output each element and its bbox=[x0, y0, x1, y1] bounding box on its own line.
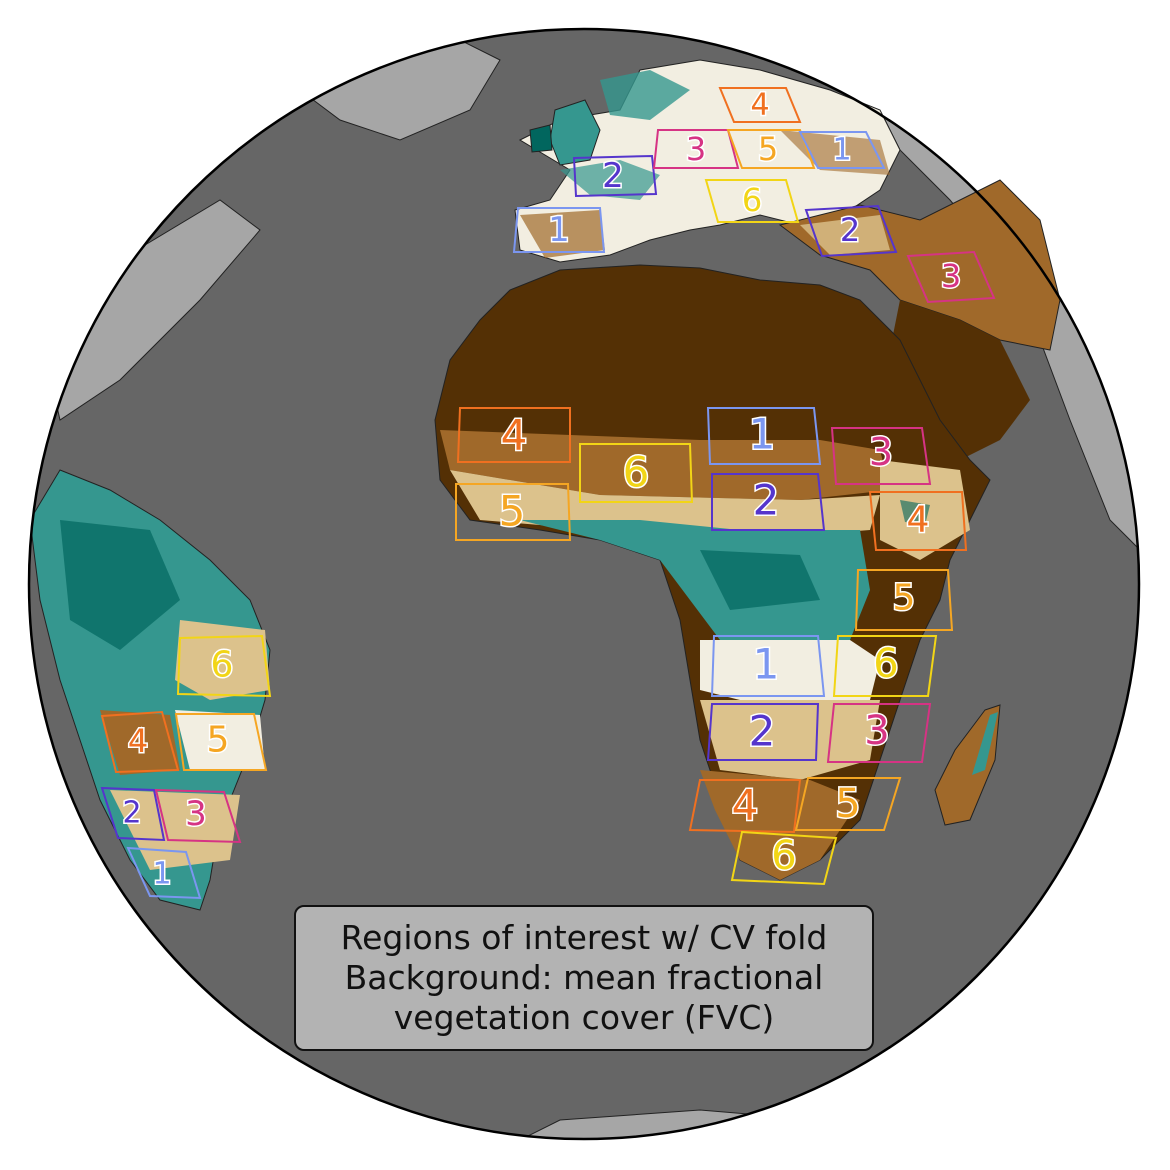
region-label: 4 bbox=[732, 781, 759, 830]
region-box: 1 bbox=[512, 207, 606, 253]
region-label: 6 bbox=[873, 641, 898, 687]
region-box: 4 bbox=[456, 407, 571, 463]
region-box: 2 bbox=[804, 204, 898, 258]
region-label: 1 bbox=[749, 410, 776, 459]
region-box: 3 bbox=[830, 427, 932, 485]
region-box: 3 bbox=[652, 129, 740, 170]
madagascar-vegetation bbox=[972, 712, 998, 775]
region-label: 5 bbox=[758, 130, 778, 168]
region-box: 1 bbox=[798, 131, 886, 169]
region-label: 3 bbox=[185, 794, 207, 834]
region-box: 6 bbox=[176, 634, 272, 698]
region-box: 6 bbox=[832, 635, 938, 697]
region-box: 6 bbox=[730, 830, 838, 886]
region-label: 5 bbox=[499, 487, 526, 536]
region-label: 3 bbox=[869, 430, 893, 474]
region-label: 5 bbox=[893, 578, 916, 619]
region-box: 4 bbox=[688, 779, 802, 834]
region-box: 2 bbox=[572, 155, 658, 198]
region-label: 4 bbox=[750, 88, 769, 123]
region-label: 3 bbox=[864, 708, 889, 754]
region-label: 6 bbox=[771, 833, 796, 879]
region-label: 6 bbox=[211, 645, 234, 686]
region-box: 6 bbox=[579, 443, 694, 503]
region-label: 5 bbox=[835, 781, 860, 827]
region-box: 4 bbox=[100, 710, 180, 774]
legend-box: Regions of interest w/ CV fold Backgroun… bbox=[294, 905, 874, 1051]
region-label: 2 bbox=[753, 476, 780, 525]
legend-line-2: Background: mean fractional bbox=[344, 958, 824, 997]
region-label: 1 bbox=[548, 210, 570, 250]
legend-line-3: vegetation cover (FVC) bbox=[393, 998, 775, 1037]
madagascar-landmass bbox=[934, 704, 1001, 826]
region-box: 5 bbox=[854, 569, 954, 631]
legend-title: Regions of interest w/ CV fold bbox=[340, 918, 828, 957]
region-label: 2 bbox=[122, 796, 141, 831]
region-box: 4 bbox=[718, 86, 802, 124]
region-box: 5 bbox=[455, 483, 572, 541]
region-label: 6 bbox=[623, 448, 650, 497]
region-label: 4 bbox=[907, 500, 930, 541]
region-label: 3 bbox=[686, 130, 706, 168]
region-box: 5 bbox=[794, 777, 902, 831]
region-box: 2 bbox=[100, 786, 166, 842]
region-label: 1 bbox=[753, 640, 780, 689]
region-label: 5 bbox=[207, 720, 230, 761]
region-box: 2 bbox=[711, 473, 826, 531]
regions-of-interest: 1 2 3 5 4 1 6 2 bbox=[100, 86, 996, 900]
region-box: 1 bbox=[126, 846, 202, 900]
globe-outline bbox=[27, 27, 1141, 1141]
region-label: 1 bbox=[152, 857, 171, 892]
region-box: 5 bbox=[174, 713, 268, 771]
region-label: 4 bbox=[128, 722, 148, 760]
europe-landmass bbox=[514, 59, 901, 263]
region-box: 3 bbox=[826, 703, 932, 763]
region-label: 2 bbox=[840, 211, 860, 249]
region-label: 3 bbox=[941, 257, 961, 295]
region-box: 4 bbox=[868, 491, 968, 551]
region-label: 1 bbox=[832, 133, 851, 168]
region-box: 3 bbox=[154, 788, 242, 844]
region-label: 6 bbox=[742, 181, 762, 219]
region-box: 6 bbox=[704, 179, 800, 223]
region-box: 5 bbox=[726, 129, 816, 170]
region-box: 2 bbox=[706, 703, 820, 761]
region-label: 4 bbox=[501, 411, 528, 460]
region-box: 1 bbox=[706, 407, 822, 465]
region-box: 3 bbox=[906, 250, 996, 304]
region-box: 1 bbox=[710, 635, 826, 697]
region-label: 2 bbox=[602, 156, 624, 196]
region-label: 2 bbox=[749, 707, 776, 756]
